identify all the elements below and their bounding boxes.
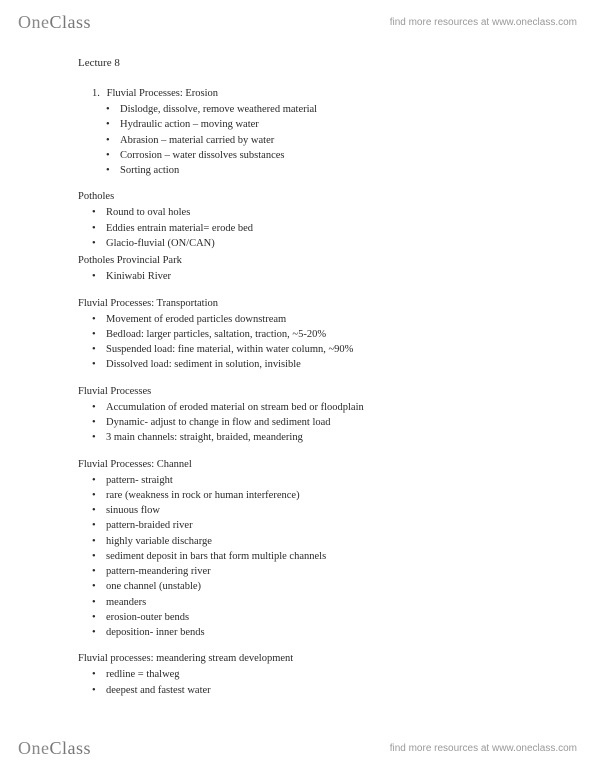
list-item: deepest and fastest water [106,683,535,698]
list-item: pattern-braided river [106,518,535,533]
bullet-list: redline = thalwegdeepest and fastest wat… [78,667,535,697]
section: Fluvial processes: meandering stream dev… [78,651,535,698]
list-item: redline = thalweg [106,667,535,682]
bullet-list: pattern- straightrare (weakness in rock … [78,473,535,640]
list-item: Corrosion – water dissolves substances [120,148,535,163]
brand-logo: OneClass [18,12,91,33]
bullet-list: Movement of eroded particles downstreamB… [78,312,535,373]
section-heading: Fluvial Processes: Channel [78,457,535,472]
list-item: 3 main channels: straight, braided, mean… [106,430,535,445]
section-heading-text: Fluvial Processes: Erosion [104,88,218,99]
list-item: Abrasion – material carried by water [120,133,535,148]
list-item: Accumulation of eroded material on strea… [106,400,535,415]
list-item: Movement of eroded particles downstream [106,312,535,327]
section-heading: Fluvial Processes: Transportation [78,296,535,311]
list-item: Glacio-fluvial (ON/CAN) [106,236,535,251]
list-item: meanders [106,595,535,610]
section-number: 1. [92,86,104,101]
brand-part2: Class [50,12,92,32]
section: Fluvial Processes: Channelpattern- strai… [78,457,535,641]
list-item: Round to oval holes [106,205,535,220]
list-item: sinuous flow [106,503,535,518]
page-footer: OneClass find more resources at www.onec… [0,732,595,764]
brand-part1-footer: One [18,738,50,758]
list-item: rare (weakness in rock or human interfer… [106,488,535,503]
bullet-list: Round to oval holesEddies entrain materi… [78,205,535,251]
list-item: pattern- straight [106,473,535,488]
list-item: Dislodge, dissolve, remove weathered mat… [120,102,535,117]
page-title: Lecture 8 [78,56,535,72]
list-item: Hydraulic action – moving water [120,117,535,132]
brand-logo-footer: OneClass [18,738,91,759]
document-body: Lecture 8 1. Fluvial Processes: ErosionD… [78,56,535,709]
section-heading: Potholes [78,189,535,204]
list-item: erosion-outer bends [106,610,535,625]
bullet-list: Kiniwabi River [78,269,535,284]
bullet-list: Accumulation of eroded material on strea… [78,400,535,446]
brand-part1: One [18,12,50,32]
page-header: OneClass find more resources at www.onec… [0,6,595,38]
list-item: highly variable discharge [106,534,535,549]
section-heading: Fluvial processes: meandering stream dev… [78,651,535,666]
list-item: Bedload: larger particles, saltation, tr… [106,327,535,342]
section: 1. Fluvial Processes: ErosionDislodge, d… [78,86,535,178]
section-heading: Fluvial Processes [78,384,535,399]
list-item: Kiniwabi River [106,269,535,284]
section: Fluvial Processes: TransportationMovemen… [78,296,535,373]
list-item: one channel (unstable) [106,579,535,594]
list-item: Suspended load: fine material, within wa… [106,342,535,357]
sub-heading: Potholes Provincial Park [78,253,535,268]
header-tagline: find more resources at www.oneclass.com [390,17,577,28]
list-item: sediment deposit in bars that form multi… [106,549,535,564]
list-item: Eddies entrain material= erode bed [106,221,535,236]
list-item: Sorting action [120,163,535,178]
footer-tagline: find more resources at www.oneclass.com [390,743,577,754]
section: Fluvial ProcessesAccumulation of eroded … [78,384,535,446]
list-item: Dynamic- adjust to change in flow and se… [106,415,535,430]
section-heading: 1. Fluvial Processes: Erosion [92,86,535,101]
bullet-list: Dislodge, dissolve, remove weathered mat… [78,102,535,178]
list-item: pattern-meandering river [106,564,535,579]
section: PotholesRound to oval holesEddies entrai… [78,189,535,284]
list-item: Dissolved load: sediment in solution, in… [106,357,535,372]
list-item: deposition- inner bends [106,625,535,640]
brand-part2-footer: Class [50,738,92,758]
